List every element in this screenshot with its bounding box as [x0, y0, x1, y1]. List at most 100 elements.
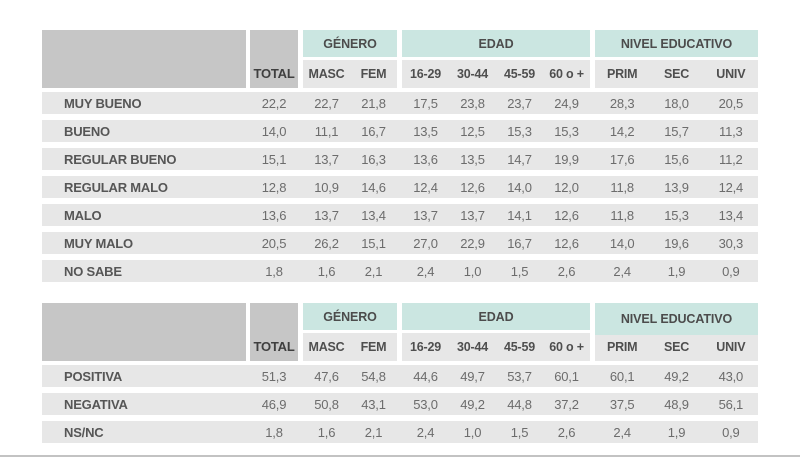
- cell-total: 14,0: [261, 123, 287, 139]
- cell-prim: 60,1: [609, 368, 635, 384]
- corner-block: [42, 303, 246, 361]
- col-header-prim: PRIM: [606, 67, 638, 81]
- cell-edad-1: 2,4: [416, 424, 435, 440]
- cell-edad-1: 13,7: [413, 207, 438, 223]
- cell-prim: 11,8: [610, 179, 634, 195]
- cell-prim: 17,6: [609, 151, 635, 167]
- col-header-45-59: 45-59: [504, 340, 535, 354]
- subcolumn-header-row: MASC FEM 16-29 30-44 45-59 60 o + PRIM SEC UNIV: [303, 333, 758, 361]
- cell-edad-2: 1,0: [463, 263, 482, 279]
- group-header-edad: EDAD: [402, 30, 590, 57]
- col-header-30-44: 30-44: [457, 67, 488, 81]
- cell-edad-3: 14,7: [507, 151, 532, 167]
- table-row-no-sabe: NO SABE 1,8 1,6 2,1 2,4 1,0 1,5 2,6 2,4 1,9 0,9: [42, 260, 758, 282]
- cell-edad-2: 12,6: [460, 179, 485, 195]
- cell-sec: 15,3: [664, 207, 689, 223]
- table-row-ns-nc: NS/NC 1,8 1,6 2,1 2,4 1,0 1,5 2,6 2,4 1,9 0,9: [42, 421, 758, 443]
- results-table-2: TOTAL GÉNERO EDAD NIVEL EDUCATIVO MASC FEM 16-…: [42, 303, 758, 443]
- cell-edad-2: 1,0: [463, 424, 482, 440]
- cell-prim: 2,4: [613, 263, 631, 279]
- corner-block: [42, 30, 246, 88]
- cell-fem: 54,8: [361, 368, 386, 384]
- row-label: NEGATIVA: [64, 396, 128, 412]
- col-header-fem: FEM: [360, 67, 387, 81]
- cell-prim: 11,8: [610, 207, 634, 223]
- results-table-1: TOTAL GÉNERO EDAD NIVEL EDUCATIVO MASC FEM 16-…: [42, 30, 758, 282]
- table-row-muy-malo: MUY MALO 20,5 26,2 15,1 27,0 22,9 16,7 12,6 14,0…: [42, 232, 758, 254]
- cell-edad-3: 1,5: [510, 424, 529, 440]
- cell-prim: 14,2: [609, 123, 635, 139]
- cell-total: 1,8: [265, 424, 283, 440]
- table-body: MUY BUENO 22,2 22,7 21,8 17,5 23,8 23,7 24,9 28,…: [42, 92, 758, 282]
- cell-prim: 28,3: [609, 95, 635, 111]
- cell-edad-4: 12,6: [554, 235, 579, 251]
- cell-edad-4: 19,9: [554, 151, 579, 167]
- cell-total: 15,1: [261, 151, 287, 167]
- cell-univ: 56,1: [718, 396, 744, 412]
- subcolumn-header-row: MASC FEM 16-29 30-44 45-59 60 o + PRIM SEC UNIV: [303, 60, 758, 88]
- col-header-16-29: 16-29: [410, 67, 441, 81]
- col-header-60-o: 60 o +: [549, 67, 584, 81]
- row-label: NO SABE: [64, 263, 122, 279]
- cell-sec: 15,6: [664, 151, 689, 167]
- cell-total: 1,8: [265, 263, 283, 279]
- cell-total: 46,9: [261, 396, 287, 412]
- table-header: TOTAL GÉNERO EDAD NIVEL EDUCATIVO MASC FEM 16-…: [42, 303, 758, 361]
- table-row-malo: MALO 13,6 13,7 13,4 13,7 13,7 14,1 12,6 11,8 15,3…: [42, 204, 758, 226]
- table-row-regular-bueno: REGULAR BUENO 15,1 13,7 16,3 13,6 13,5 14,7 19,…: [42, 148, 758, 170]
- table-body: POSITIVA 51,3 47,6 54,8 44,6 49,7 53,7 60,1 60,1…: [42, 365, 758, 443]
- cell-fem: 21,8: [361, 95, 386, 111]
- cell-edad-4: 2,6: [557, 424, 576, 440]
- cell-edad-1: 44,6: [413, 368, 438, 384]
- cell-edad-4: 60,1: [554, 368, 579, 384]
- cell-edad-3: 23,7: [507, 95, 532, 111]
- cell-fem: 14,6: [361, 179, 386, 195]
- cell-masc: 10,9: [314, 179, 339, 195]
- cell-total: 22,2: [261, 95, 287, 111]
- cell-edad-2: 22,9: [460, 235, 485, 251]
- cell-edad-3: 53,7: [507, 368, 532, 384]
- group-title-row: GÉNERO EDAD NIVEL EDUCATIVO: [303, 303, 758, 335]
- cell-edad-4: 12,0: [554, 179, 579, 195]
- col-header-univ: UNIV: [716, 67, 746, 81]
- cell-edad-2: 49,7: [460, 368, 485, 384]
- cell-masc: 50,8: [314, 396, 339, 412]
- subcolumn-segment-edad: 16-29 30-44 45-59 60 o +: [402, 333, 590, 361]
- cell-univ: 0,9: [722, 424, 740, 440]
- bottom-divider: [0, 455, 800, 457]
- cell-fem: 43,1: [361, 396, 386, 412]
- cell-edad-1: 12,4: [413, 179, 438, 195]
- column-header-total: TOTAL: [250, 30, 298, 88]
- column-groups: GÉNERO EDAD NIVEL EDUCATIVO MASC FEM 16-29 30-…: [303, 30, 758, 88]
- subcolumn-segment-genero: MASC FEM: [303, 60, 397, 88]
- subcolumn-segment-edad: 16-29 30-44 45-59 60 o +: [402, 60, 590, 88]
- cell-univ: 11,3: [719, 123, 743, 139]
- cell-edad-1: 13,5: [413, 123, 438, 139]
- group-title-row: GÉNERO EDAD NIVEL EDUCATIVO: [303, 30, 758, 60]
- cell-prim: 2,4: [613, 424, 631, 440]
- cell-univ: 43,0: [718, 368, 744, 384]
- col-header-60-o: 60 o +: [549, 340, 584, 354]
- col-header-16-29: 16-29: [410, 340, 441, 354]
- cell-edad-1: 13,6: [413, 151, 438, 167]
- cell-total: 13,6: [261, 207, 287, 223]
- cell-sec: 49,2: [664, 368, 689, 384]
- cell-edad-4: 15,3: [554, 123, 579, 139]
- cell-masc: 26,2: [314, 235, 339, 251]
- cell-edad-2: 23,8: [460, 95, 485, 111]
- row-label: POSITIVA: [64, 368, 123, 384]
- cell-total: 12,8: [261, 179, 287, 195]
- cell-edad-4: 12,6: [554, 207, 579, 223]
- cell-sec: 13,9: [664, 179, 689, 195]
- column-header-total: TOTAL: [250, 303, 298, 361]
- cell-masc: 11,1: [314, 123, 339, 139]
- cell-edad-3: 1,5: [510, 263, 529, 279]
- table-row-positiva: POSITIVA 51,3 47,6 54,8 44,6 49,7 53,7 60,1 60,1…: [42, 365, 758, 387]
- cell-masc: 1,6: [317, 424, 336, 440]
- row-label: REGULAR MALO: [64, 179, 168, 195]
- cell-univ: 11,2: [719, 151, 743, 167]
- cell-edad-3: 14,1: [507, 207, 532, 223]
- col-header-45-59: 45-59: [504, 67, 535, 81]
- cell-edad-2: 13,5: [460, 151, 485, 167]
- cell-total: 20,5: [261, 235, 287, 251]
